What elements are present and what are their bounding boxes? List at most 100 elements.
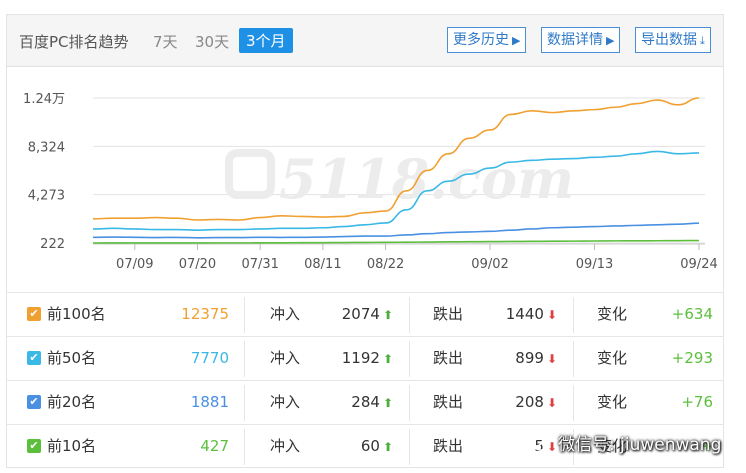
column-divider <box>409 297 410 333</box>
rank-count: 427 <box>200 437 229 455</box>
rank-count: 7770 <box>190 349 229 367</box>
checkbox-checked-icon[interactable]: ✔ <box>27 351 41 365</box>
fall-label: 跌出 <box>433 393 464 411</box>
watermark-logo-icon <box>225 149 275 199</box>
change-label: 变化 <box>597 393 628 411</box>
column-divider <box>244 429 245 465</box>
panel-header: 百度PC排名趋势 7天 30天 3个月 更多历史 ▶ 数据详情 ▶ 导出数据 ⤓ <box>7 15 723 67</box>
change-value: + <box>700 437 713 455</box>
change-value: +76 <box>681 393 713 411</box>
table-row: ✔ 前50名 7770 冲入 1192 ⬆ 跌出 899 ⬇ 变化 +293 <box>7 336 723 380</box>
fall-value: 899 <box>515 349 544 367</box>
rise-value: 60 <box>360 437 380 455</box>
column-divider <box>244 385 245 421</box>
arrow-up-icon: ⬆ <box>382 440 393 454</box>
y-axis-ticks: 222 4,273 8,324 1.24万 <box>23 92 65 252</box>
column-divider <box>573 385 574 421</box>
rank-group-label: 前50名 <box>47 349 97 367</box>
wechat-watermark: 微信号: jiuwenwang <box>520 428 740 458</box>
column-divider <box>409 429 410 465</box>
y-tick-label: 222 <box>40 237 65 252</box>
rise-cell: 284 ⬆ <box>307 381 393 424</box>
fall-cell: 899 ⬇ <box>467 337 557 380</box>
fall-value: 208 <box>515 393 544 411</box>
arrow-up-icon: ⬆ <box>382 308 393 322</box>
change-value: +293 <box>671 349 713 367</box>
arrow-up-icon: ⬆ <box>382 396 393 410</box>
export-data-button[interactable]: 导出数据 ⤓ <box>635 27 711 53</box>
fall-label: 跌出 <box>433 437 464 455</box>
rise-label: 冲入 <box>270 393 301 411</box>
x-tick-label: 08/11 <box>304 257 341 272</box>
column-divider <box>409 385 410 421</box>
series-line-top100 <box>92 97 700 221</box>
y-tick-label: 1.24万 <box>23 92 65 107</box>
column-divider <box>573 429 574 465</box>
change-label: 变化 <box>597 305 628 323</box>
checkbox-checked-icon[interactable]: ✔ <box>27 439 41 453</box>
rise-label: 冲入 <box>270 305 301 323</box>
rise-value: 1192 <box>341 349 380 367</box>
change-label: 变化 <box>597 349 628 367</box>
download-icon: ⤓ <box>700 34 705 47</box>
tab-7-days[interactable]: 7天 <box>153 33 178 51</box>
x-tick-label: 07/31 <box>241 257 278 272</box>
column-divider <box>573 341 574 377</box>
change-value: +634 <box>671 305 713 323</box>
fall-value: 1440 <box>505 305 544 323</box>
wechat-id-text: 微信号: jiuwenwang <box>558 435 722 455</box>
arrow-down-icon: ⬇ <box>546 308 557 322</box>
column-divider <box>573 297 574 333</box>
rank-count: 1881 <box>190 393 229 411</box>
caret-right-icon: ▶ <box>512 34 521 47</box>
data-details-label: 数据详情 <box>547 32 603 48</box>
arrow-down-icon: ⬇ <box>546 440 557 454</box>
checkbox-checked-icon[interactable]: ✔ <box>27 307 41 321</box>
more-history-button[interactable]: 更多历史 ▶ <box>447 27 527 53</box>
watermark: 5118.com <box>225 147 574 211</box>
arrow-down-icon: ⬇ <box>546 352 557 366</box>
fall-cell: 1440 ⬇ <box>467 293 557 336</box>
tab-30-days[interactable]: 30天 <box>195 33 230 51</box>
column-divider <box>409 341 410 377</box>
watermark-text: 5118.com <box>279 147 574 211</box>
checkbox-checked-icon[interactable]: ✔ <box>27 395 41 409</box>
series-line-top20 <box>92 222 700 239</box>
rank-count: 12375 <box>181 305 229 323</box>
fall-cell: 208 ⬇ <box>467 381 557 424</box>
wechat-icon <box>524 430 550 451</box>
fall-label: 跌出 <box>433 305 464 323</box>
rise-cell: 1192 ⬆ <box>307 337 393 380</box>
rise-cell: 60 ⬆ <box>307 425 393 468</box>
rank-group-label: 前100名 <box>47 305 106 323</box>
x-tick-label: 09/24 <box>680 257 717 272</box>
table-row: ✔ 前20名 1881 冲入 284 ⬆ 跌出 208 ⬇ 变化 +76 <box>7 380 723 424</box>
x-tick-label: 07/09 <box>116 257 153 272</box>
caret-right-icon: ▶ <box>606 34 615 47</box>
rank-summary-table: ✔ 前100名 12375 冲入 2074 ⬆ 跌出 1440 ⬇ 变化 +634 … <box>7 292 723 468</box>
fall-label: 跌出 <box>433 349 464 367</box>
rank-group-label: 前20名 <box>47 393 97 411</box>
series-line-top10 <box>92 239 700 244</box>
column-divider <box>244 341 245 377</box>
table-row: ✔ 前100名 12375 冲入 2074 ⬆ 跌出 1440 ⬇ 变化 +634 <box>7 292 723 336</box>
tab-3-months[interactable]: 3个月 <box>239 28 293 53</box>
rise-cell: 2074 ⬆ <box>307 293 393 336</box>
more-history-label: 更多历史 <box>453 32 509 48</box>
series-line-top50 <box>92 150 700 231</box>
rise-label: 冲入 <box>270 437 301 455</box>
arrow-up-icon: ⬆ <box>382 352 393 366</box>
data-details-button[interactable]: 数据详情 ▶ <box>541 27 621 53</box>
change-label: 变化 <box>597 437 628 455</box>
rank-trend-panel: 百度PC排名趋势 7天 30天 3个月 更多历史 ▶ 数据详情 ▶ 导出数据 ⤓ 51… <box>6 14 724 468</box>
x-tick-label: 08/22 <box>367 257 404 272</box>
x-tick-label: 07/20 <box>179 257 216 272</box>
y-tick-label: 8,324 <box>28 140 65 155</box>
column-divider <box>244 297 245 333</box>
rise-value: 284 <box>351 393 380 411</box>
rise-label: 冲入 <box>270 349 301 367</box>
arrow-down-icon: ⬇ <box>546 396 557 410</box>
x-axis-ticks: 07/09 07/20 07/31 08/11 08/22 09/02 09/13 09/24 <box>93 243 718 272</box>
rise-value: 2074 <box>341 305 380 323</box>
